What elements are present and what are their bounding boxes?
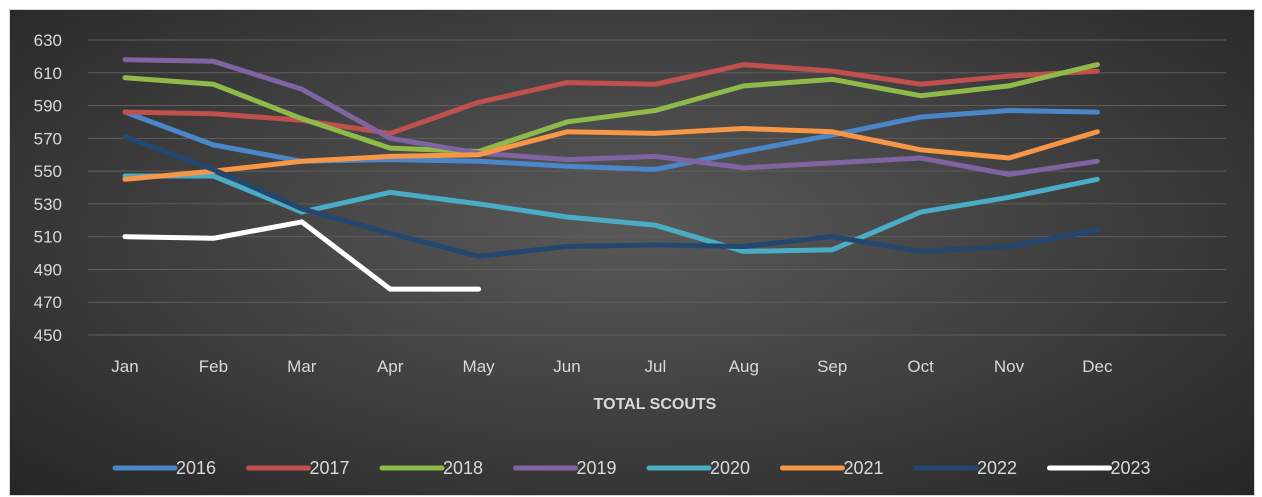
y-tick-630: 630 xyxy=(34,31,62,50)
legend-label-2018: 2018 xyxy=(443,458,483,478)
y-tick-530: 530 xyxy=(34,195,62,214)
x-tick-dec: Dec xyxy=(1082,357,1113,376)
legend-label-2021: 2021 xyxy=(844,458,884,478)
series-line-2019 xyxy=(122,57,1100,177)
x-tick-mar: Mar xyxy=(287,357,317,376)
series-line-2023 xyxy=(122,219,482,292)
line-chart: 450 470 490 510 530 550 570 590 610 630 Jan Feb Mar… xyxy=(34,31,1226,478)
x-tick-oct: Oct xyxy=(907,357,934,376)
series-line-2021 xyxy=(122,126,1100,182)
x-tick-aug: Aug xyxy=(729,357,759,376)
y-tick-510: 510 xyxy=(34,228,62,247)
chart-frame: 450 470 490 510 530 550 570 590 610 630 Jan Feb Mar… xyxy=(9,9,1255,496)
x-tick-feb: Feb xyxy=(199,357,228,376)
y-tick-490: 490 xyxy=(34,260,62,279)
x-axis-ticks: Jan Feb Mar Apr May Jun Jul Aug Sep Oct Nov Dec xyxy=(111,357,1113,376)
series-line-2018 xyxy=(122,62,1100,154)
legend-label-2016: 2016 xyxy=(176,458,216,478)
legend-label-2020: 2020 xyxy=(710,458,750,478)
series-lines xyxy=(122,57,1100,292)
x-tick-jun: Jun xyxy=(553,357,580,376)
series-line-2017 xyxy=(122,62,1100,136)
legend-label-2023: 2023 xyxy=(1111,458,1151,478)
legend-label-2017: 2017 xyxy=(310,458,350,478)
x-tick-apr: Apr xyxy=(377,357,404,376)
x-tick-sep: Sep xyxy=(817,357,847,376)
y-tick-470: 470 xyxy=(34,293,62,312)
x-tick-jan: Jan xyxy=(111,357,138,376)
y-tick-610: 610 xyxy=(34,64,62,83)
x-tick-jul: Jul xyxy=(645,357,667,376)
series-line-2016 xyxy=(122,107,1100,172)
series-line-2022 xyxy=(122,134,1100,259)
legend-label-2022: 2022 xyxy=(977,458,1017,478)
y-axis-ticks: 450 470 490 510 530 550 570 590 610 630 xyxy=(34,31,62,345)
x-axis-title: TOTAL SCOUTS xyxy=(594,396,717,413)
y-tick-570: 570 xyxy=(34,129,62,148)
legend: 2016 2017 2018 2019 2020 2021 2022 2023 xyxy=(112,458,1151,478)
y-tick-450: 450 xyxy=(34,326,62,345)
x-tick-nov: Nov xyxy=(994,357,1025,376)
legend-label-2019: 2019 xyxy=(577,458,617,478)
y-tick-590: 590 xyxy=(34,97,62,116)
y-tick-550: 550 xyxy=(34,162,62,181)
series-line-2020 xyxy=(122,173,1100,254)
x-tick-may: May xyxy=(463,357,496,376)
